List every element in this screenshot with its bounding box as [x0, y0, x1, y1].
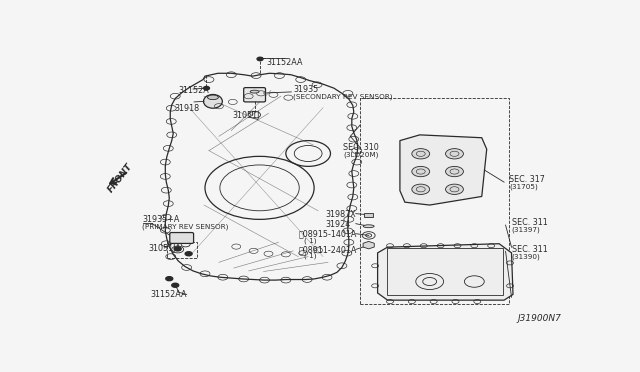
Circle shape [172, 283, 179, 287]
Polygon shape [378, 244, 513, 300]
Text: ( 1): ( 1) [304, 253, 317, 259]
FancyBboxPatch shape [170, 232, 193, 243]
Text: (31705): (31705) [509, 184, 538, 190]
Ellipse shape [204, 94, 222, 108]
Text: SEC. 311: SEC. 311 [511, 245, 547, 254]
Text: SEC. 311: SEC. 311 [511, 218, 547, 227]
Circle shape [445, 184, 463, 195]
Text: (3LD20M): (3LD20M) [343, 152, 378, 158]
Text: ( 1): ( 1) [304, 237, 317, 244]
Circle shape [204, 86, 209, 90]
Text: J31900N7: J31900N7 [517, 314, 561, 323]
Text: 31051JA: 31051JA [148, 244, 181, 253]
Text: 31152A: 31152A [178, 86, 209, 95]
Bar [167, 242, 196, 258]
Ellipse shape [250, 90, 259, 93]
Circle shape [257, 57, 263, 61]
Text: SEC. 317: SEC. 317 [509, 175, 545, 185]
Circle shape [412, 184, 429, 195]
Text: 31935+A: 31935+A [143, 215, 180, 224]
Text: 31152AA: 31152AA [150, 290, 187, 299]
Text: 31918: 31918 [174, 104, 200, 113]
Text: SEC. 310: SEC. 310 [343, 143, 379, 152]
Polygon shape [400, 135, 487, 205]
Text: 31152AA: 31152AA [266, 58, 303, 67]
FancyBboxPatch shape [244, 87, 266, 102]
Text: (SECONDARY REV SENSOR): (SECONDARY REV SENSOR) [293, 93, 393, 100]
Text: (PRIMARY REV SENSOR): (PRIMARY REV SENSOR) [143, 224, 229, 230]
Text: (31397): (31397) [511, 227, 540, 233]
Ellipse shape [207, 95, 218, 100]
Text: 31987X: 31987X [325, 210, 356, 219]
Circle shape [174, 247, 181, 251]
Text: ⓝ08911-2401A: ⓝ08911-2401A [298, 245, 356, 254]
Text: 31935: 31935 [293, 84, 319, 93]
Circle shape [412, 149, 429, 159]
Circle shape [166, 277, 173, 280]
Circle shape [445, 149, 463, 159]
Text: FRONT: FRONT [107, 161, 135, 194]
Bar [364, 213, 372, 217]
Text: 31924: 31924 [325, 220, 350, 229]
Circle shape [412, 166, 429, 177]
Ellipse shape [364, 225, 374, 228]
Circle shape [445, 166, 463, 177]
Text: (31390): (31390) [511, 253, 540, 260]
Text: ⓜ08915-1401A: ⓜ08915-1401A [298, 229, 356, 238]
Bar [387, 248, 503, 295]
Bar [360, 97, 509, 304]
Text: 31051J: 31051J [232, 111, 260, 120]
Circle shape [185, 252, 192, 256]
